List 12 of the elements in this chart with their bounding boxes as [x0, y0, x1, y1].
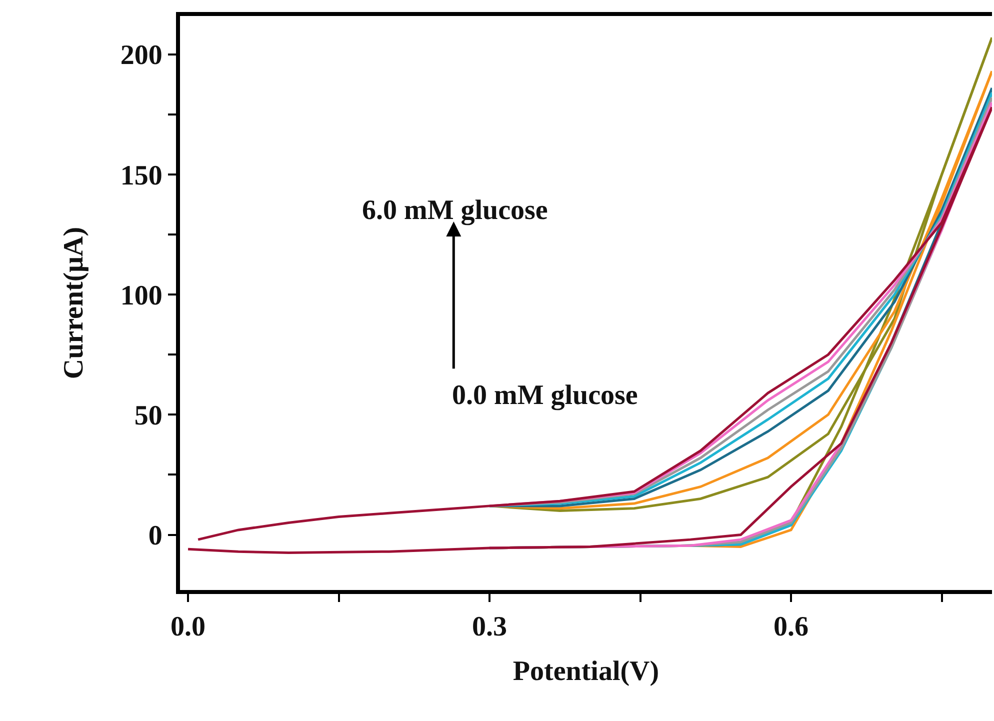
- y-tick-label: 0: [148, 520, 162, 552]
- y-tick-label: 50: [134, 400, 162, 432]
- y-tick-label: 100: [120, 280, 162, 312]
- x-tick-label: 0.6: [774, 612, 809, 643]
- x-tick-label: 0.3: [472, 612, 508, 643]
- annotation: 0.0 mM glucose: [452, 380, 638, 411]
- y-axis-title: Current(μA): [58, 226, 90, 380]
- y-tick-label: 200: [120, 40, 162, 72]
- x-axis-title: Potential(V): [512, 656, 660, 688]
- annotation: 6.0 mM glucose: [362, 195, 548, 226]
- y-tick-label: 150: [120, 160, 162, 192]
- x-tick-label: 0.0: [170, 612, 206, 643]
